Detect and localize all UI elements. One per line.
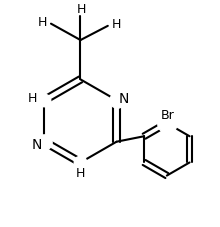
Text: H: H	[112, 18, 121, 31]
Text: H: H	[38, 16, 47, 29]
Text: H: H	[77, 3, 86, 16]
Text: N: N	[119, 91, 129, 106]
Text: N: N	[32, 137, 42, 151]
Text: Br: Br	[161, 109, 175, 121]
Text: H: H	[76, 166, 85, 179]
Text: H: H	[28, 92, 37, 105]
